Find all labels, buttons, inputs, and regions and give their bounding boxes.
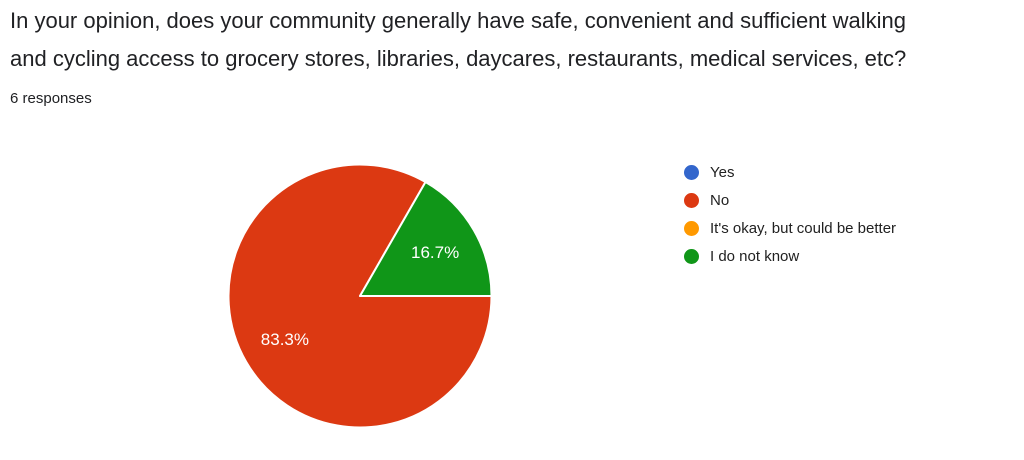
legend-color-dot [684, 192, 699, 208]
legend-label: Yes [710, 163, 735, 181]
legend-color-dot [684, 248, 699, 264]
pie-slice-3 [359, 180, 493, 297]
question-title-line-2: and cycling access to grocery stores, li… [10, 46, 907, 71]
legend-item: It's okay, but could be better [684, 214, 896, 242]
legend: Yes No It's okay, but could be better I do … [684, 158, 896, 270]
legend-item: Yes [684, 158, 896, 186]
pie-chart: 83.3% 16.7% [227, 163, 493, 429]
legend-item: No [684, 186, 896, 214]
legend-label: No [710, 191, 730, 209]
question-title: In your opinion, does your community gen… [10, 2, 1015, 78]
legend-item: I do not know [684, 242, 896, 270]
legend-label: It's okay, but could be better [710, 219, 897, 237]
legend-label: I do not know [710, 247, 800, 265]
question-title-line-1: In your opinion, does your community gen… [10, 8, 907, 33]
legend-color-dot [684, 164, 699, 180]
legend-color-dot [684, 220, 699, 236]
responses-count: 6 responses [10, 90, 92, 107]
pie-slice-label: 83.3% [261, 330, 309, 349]
pie-slice-label: 16.7% [411, 243, 459, 262]
